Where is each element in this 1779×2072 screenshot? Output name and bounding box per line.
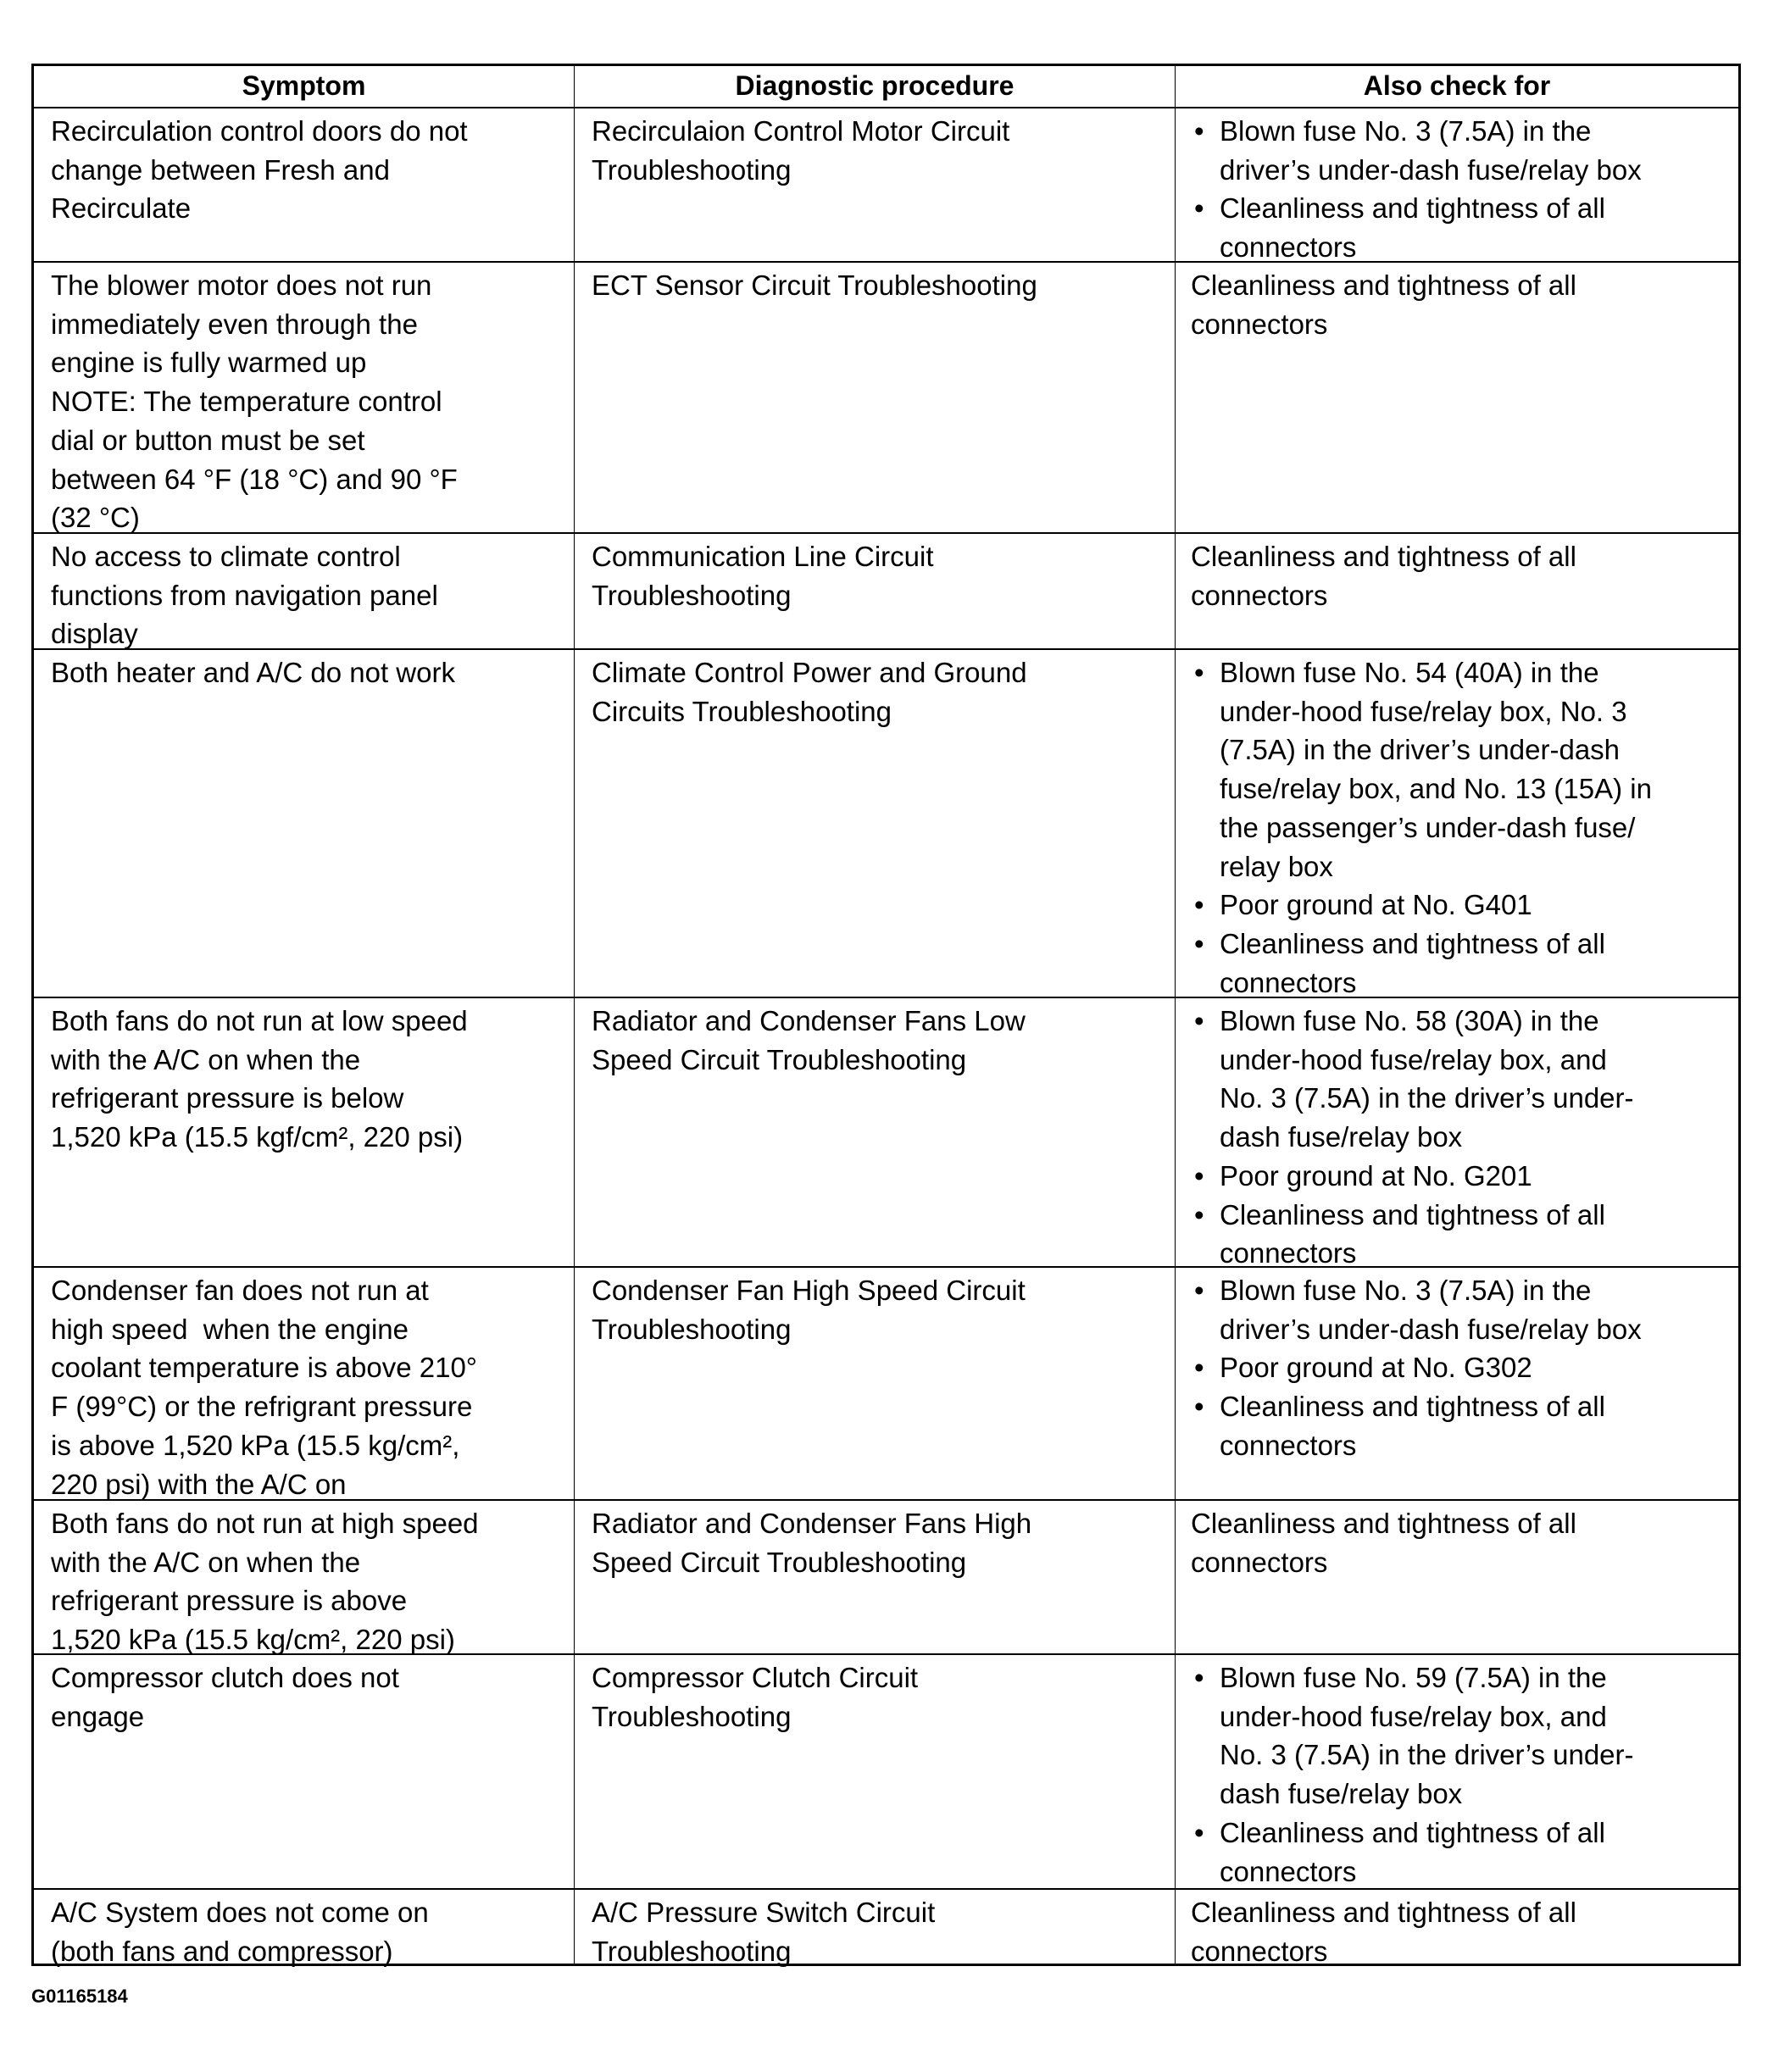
check-item-text: Cleanliness and tightness of all connect…: [1220, 192, 1605, 264]
bullet-icon: •: [1194, 192, 1204, 225]
table-row: Both fans do not run at high speed with …: [34, 1499, 1738, 1655]
symptom-cell: A/C System does not come on (both fans a…: [34, 1890, 575, 1967]
symptom-cell: Both heater and A/C do not work: [34, 650, 575, 997]
procedure-cell: Radiator and Condenser Fans High Speed C…: [575, 1501, 1176, 1653]
bullet-icon: •: [1194, 1159, 1204, 1192]
check-bullet-item: • Cleanliness and tightness of all connec…: [1191, 1196, 1738, 1273]
bullet-icon: •: [1194, 1352, 1204, 1384]
also-check-cell: • Blown fuse No. 59 (7.5A) in the under-h…: [1176, 1655, 1738, 1888]
symptom-cell: Compressor clutch does not engage: [34, 1655, 575, 1888]
check-bullet-item: • Blown fuse No. 54 (40A) in the under-ho…: [1191, 653, 1738, 886]
check-item-text: Blown fuse No. 58 (30A) in the under-hoo…: [1220, 1005, 1634, 1153]
also-check-cell: • Blown fuse No. 58 (30A) in the under-ho…: [1176, 998, 1738, 1269]
bullet-icon: •: [1194, 1275, 1204, 1306]
check-item-text: Cleanliness and tightness of all connect…: [1220, 1391, 1605, 1461]
table-row: Both fans do not run at low speed with t…: [34, 997, 1738, 1269]
bullet-icon: •: [1194, 1198, 1204, 1230]
symptom-cell: No access to climate control functions f…: [34, 534, 575, 649]
table-row: The blower motor does not run immediatel…: [34, 261, 1738, 533]
check-bullet-item: • Blown fuse No. 59 (7.5A) in the under-h…: [1191, 1658, 1738, 1814]
also-check-cell: Cleanliness and tightness of all connect…: [1191, 1897, 1576, 1967]
bullet-icon: •: [1194, 889, 1204, 921]
bullet-icon: •: [1194, 1816, 1204, 1848]
procedure-cell: A/C Pressure Switch Circuit Troubleshoot…: [575, 1890, 1176, 1967]
symptom-cell: Both fans do not run at high speed with …: [34, 1501, 575, 1655]
bullet-icon: •: [1194, 927, 1204, 959]
bullet-icon: •: [1194, 115, 1204, 147]
bullet-icon: •: [1194, 657, 1204, 688]
check-item-text: Poor ground at No. G201: [1220, 1159, 1532, 1192]
check-bullet-item: • Cleanliness and tightness of all connec…: [1191, 189, 1738, 266]
symptom-cell: Condenser fan does not run at high speed…: [34, 1268, 575, 1500]
check-bullet-item: • Blown fuse No. 58 (30A) in the under-ho…: [1191, 1002, 1738, 1157]
figure-id: G01165184: [31, 1986, 128, 2007]
check-item-text: Blown fuse No. 3 (7.5A) in the driver’s …: [1220, 1275, 1642, 1345]
bullet-icon: •: [1194, 1005, 1204, 1036]
symptom-cell: The blower motor does not run immediatel…: [34, 263, 575, 533]
procedure-cell: Compressor Clutch Circuit Troubleshootin…: [575, 1655, 1176, 1888]
procedure-cell: Climate Control Power and Ground Circuit…: [575, 650, 1176, 997]
header-symptom: Symptom: [34, 66, 575, 107]
check-item-text: Poor ground at No. G401: [1220, 889, 1532, 921]
bullet-icon: •: [1194, 1391, 1204, 1423]
procedure-cell: Communication Line Circuit Troubleshooti…: [575, 534, 1176, 648]
also-check-cell: Cleanliness and tightness of all connect…: [1191, 1508, 1576, 1578]
table-row: Condenser fan does not run at high speed…: [34, 1266, 1738, 1500]
table-row: A/C System does not come on (both fans a…: [34, 1888, 1738, 1967]
check-bullet-item: • Poor ground at No. G401: [1191, 886, 1738, 925]
header-also-check-for: Also check for: [1363, 70, 1551, 101]
bullet-icon: •: [1194, 1662, 1204, 1693]
check-bullet-item: • Blown fuse No. 3 (7.5A) in the driver’s…: [1191, 1271, 1738, 1348]
table-row: No access to climate control functions f…: [34, 532, 1738, 649]
diagnostic-table: Symptom Diagnostic procedure Also check …: [31, 64, 1741, 1967]
also-check-cell: Cleanliness and tightness of all connect…: [1191, 269, 1576, 340]
header-diagnostic-procedure: Diagnostic procedure: [575, 66, 1176, 107]
check-item-text: Cleanliness and tightness of all connect…: [1220, 1198, 1605, 1269]
check-bullet-item: • Cleanliness and tightness of all connec…: [1191, 1814, 1738, 1891]
check-bullet-item: • Poor ground at No. G201: [1191, 1157, 1738, 1196]
table-row: Recirculation control doors do not chang…: [34, 107, 1738, 263]
table-row: Compressor clutch does not engage Compres…: [34, 1653, 1738, 1888]
table-header-row: Symptom Diagnostic procedure Also check …: [34, 66, 1738, 107]
also-check-cell: • Blown fuse No. 54 (40A) in the under-ho…: [1176, 650, 1738, 998]
check-item-text: Poor ground at No. G302: [1220, 1352, 1532, 1384]
check-item-text: Blown fuse No. 3 (7.5A) in the driver’s …: [1220, 115, 1642, 186]
check-item-text: Cleanliness and tightness of all connect…: [1220, 927, 1605, 998]
table-row: Both heater and A/C do not work Climate C…: [34, 648, 1738, 998]
also-check-cell: • Blown fuse No. 3 (7.5A) in the driver’s…: [1176, 108, 1738, 263]
also-check-cell: • Blown fuse No. 3 (7.5A) in the driver’s…: [1176, 1268, 1738, 1499]
check-bullet-item: • Blown fuse No. 3 (7.5A) in the driver’s…: [1191, 112, 1738, 189]
check-bullet-item: • Cleanliness and tightness of all connec…: [1191, 925, 1738, 1002]
procedure-cell: Condenser Fan High Speed Circuit Trouble…: [575, 1268, 1176, 1499]
symptom-cell: Recirculation control doors do not chang…: [34, 108, 575, 261]
also-check-cell: Cleanliness and tightness of all connect…: [1191, 541, 1576, 611]
check-item-text: Blown fuse No. 59 (7.5A) in the under-ho…: [1220, 1662, 1634, 1810]
procedure-cell: Radiator and Condenser Fans Low Speed Ci…: [575, 998, 1176, 1266]
check-bullet-item: • Cleanliness and tightness of all connec…: [1191, 1387, 1738, 1464]
check-bullet-item: • Poor ground at No. G302: [1191, 1348, 1738, 1387]
procedure-cell: Recirculaion Control Motor Circuit Troub…: [575, 108, 1176, 261]
symptom-cell: Both fans do not run at low speed with t…: [34, 998, 575, 1266]
check-item-text: Cleanliness and tightness of all connect…: [1220, 1816, 1605, 1887]
check-item-text: Blown fuse No. 54 (40A) in the under-hoo…: [1220, 657, 1652, 882]
procedure-cell: ECT Sensor Circuit Troubleshooting: [575, 263, 1176, 532]
